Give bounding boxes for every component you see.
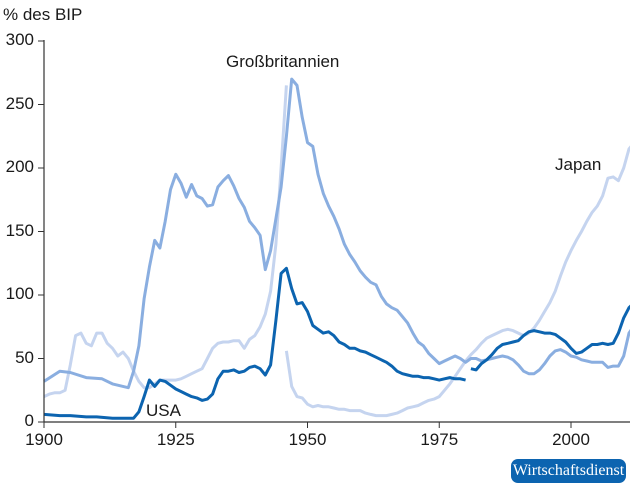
y-ticks bbox=[38, 40, 44, 423]
x-tick-label: 2000 bbox=[552, 430, 590, 449]
y-tick-label: 0 bbox=[24, 411, 34, 430]
series-layer bbox=[43, 77, 630, 420]
series-line bbox=[43, 266, 466, 420]
x-ticks bbox=[43, 422, 572, 428]
series-line bbox=[284, 145, 630, 418]
y-tick-label: 250 bbox=[5, 93, 34, 113]
x-tick-label: 1900 bbox=[25, 430, 63, 449]
y-tick-label: 200 bbox=[5, 157, 34, 176]
y-tick-label: 300 bbox=[5, 30, 34, 49]
series-line bbox=[43, 85, 288, 398]
series-label-gb: Großbritannien bbox=[226, 52, 340, 71]
x-tick-label: 1975 bbox=[420, 430, 459, 449]
series-label-usa: USA bbox=[146, 401, 181, 420]
y-tick-label: 50 bbox=[15, 347, 34, 367]
series-line bbox=[43, 77, 630, 390]
series-line bbox=[470, 304, 630, 372]
y-axis-title: % des BIP bbox=[3, 5, 83, 24]
y-tick-label: 100 bbox=[5, 284, 34, 303]
x-tick-label: 1950 bbox=[288, 430, 327, 449]
x-tick-label: 1925 bbox=[156, 430, 195, 449]
series-label-japan: Japan bbox=[555, 155, 602, 174]
publisher-badge[interactable]: Wirtschaftsdienst bbox=[511, 459, 626, 483]
y-tick-label: 150 bbox=[5, 220, 34, 240]
